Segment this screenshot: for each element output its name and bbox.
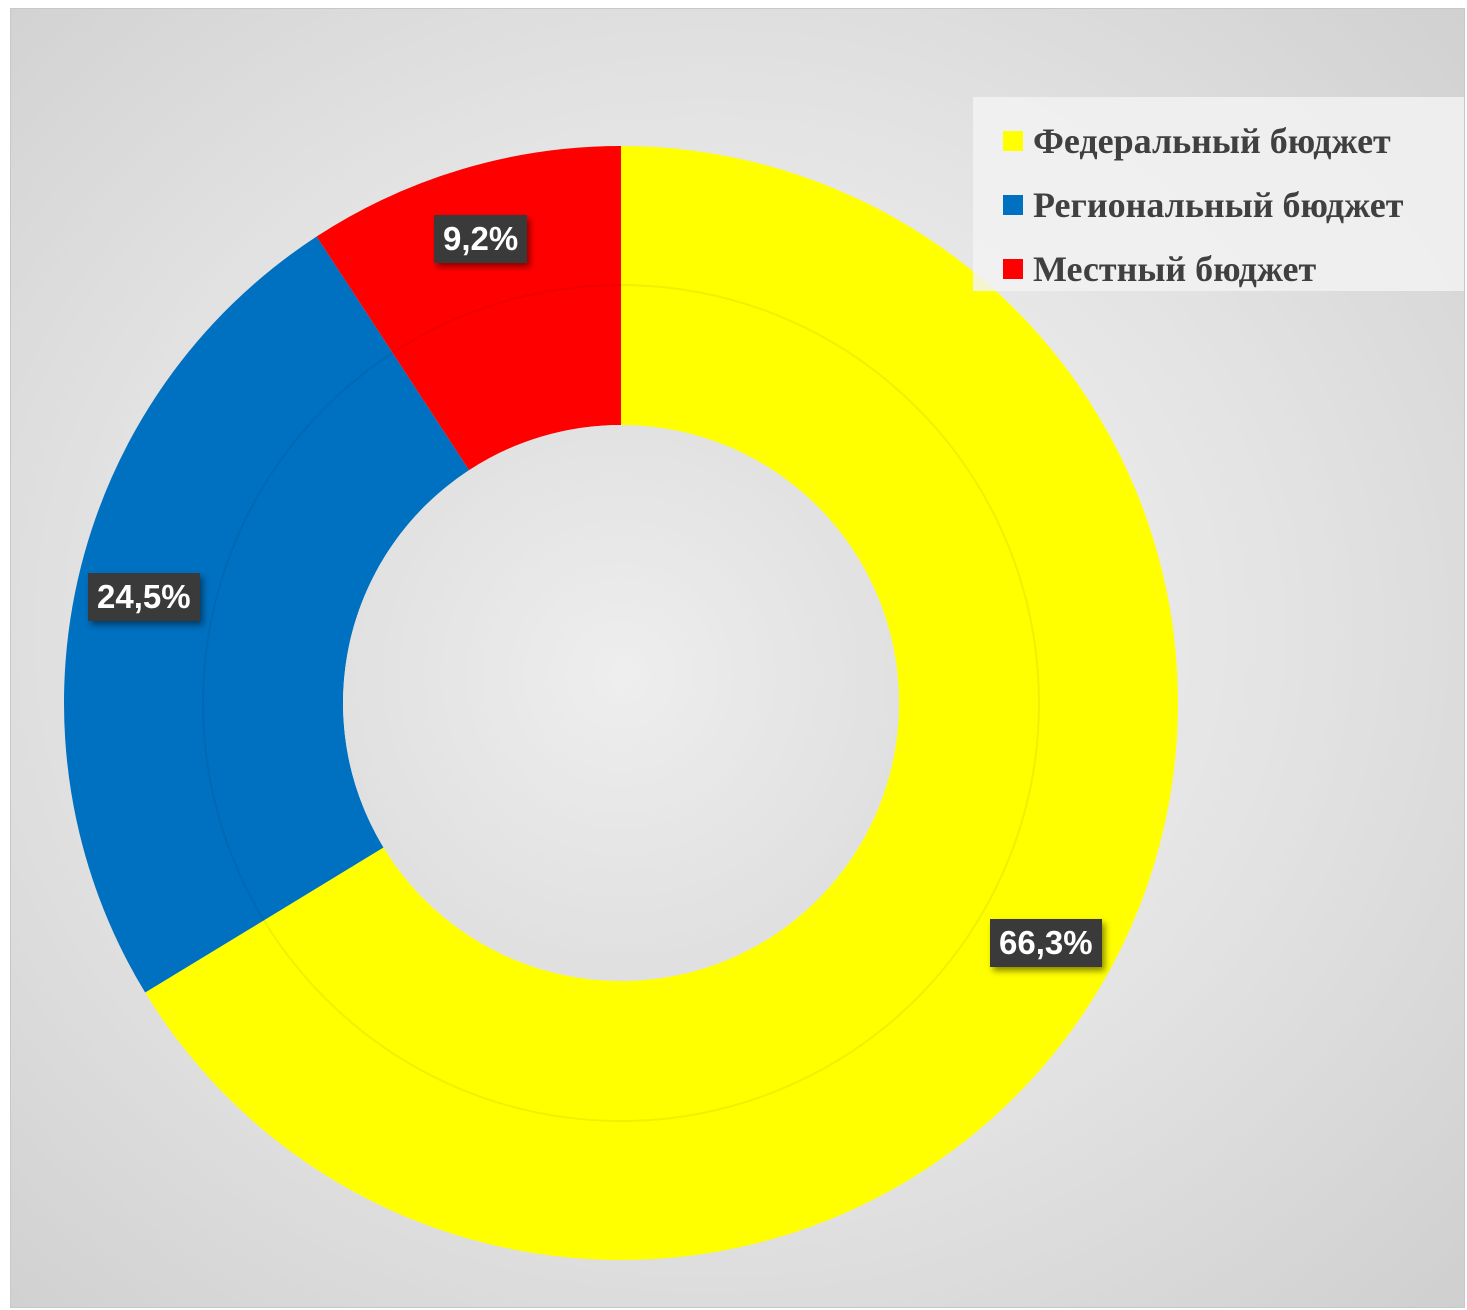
data-label-regional: 24,5% xyxy=(88,573,200,621)
data-label-federal: 66,3% xyxy=(990,919,1102,967)
donut-slice-local xyxy=(316,146,621,471)
legend-label-regional: Региональный бюджет xyxy=(1033,185,1404,225)
donut-slice-regional xyxy=(64,236,470,993)
legend: Федеральный бюджет Региональный бюджет М… xyxy=(973,97,1464,291)
legend-label-federal: Федеральный бюджет xyxy=(1033,121,1391,161)
inner-ring-line xyxy=(202,284,1040,1122)
legend-label-local: Местный бюджет xyxy=(1033,249,1317,289)
legend-swatch-regional xyxy=(1003,195,1023,215)
data-label-local: 9,2% xyxy=(434,215,528,263)
legend-item-local: Местный бюджет xyxy=(1003,237,1464,301)
legend-swatch-local xyxy=(1003,259,1023,279)
chart-area: 66,3% 24,5% 9,2% Федеральный бюджет Реги… xyxy=(10,8,1465,1308)
legend-item-federal: Федеральный бюджет xyxy=(1003,109,1464,173)
donut-slice-federal xyxy=(145,146,1178,1260)
donut-hole xyxy=(343,425,899,981)
donut-chart xyxy=(64,146,1178,1260)
legend-swatch-federal xyxy=(1003,131,1023,151)
legend-item-regional: Региональный бюджет xyxy=(1003,173,1464,237)
